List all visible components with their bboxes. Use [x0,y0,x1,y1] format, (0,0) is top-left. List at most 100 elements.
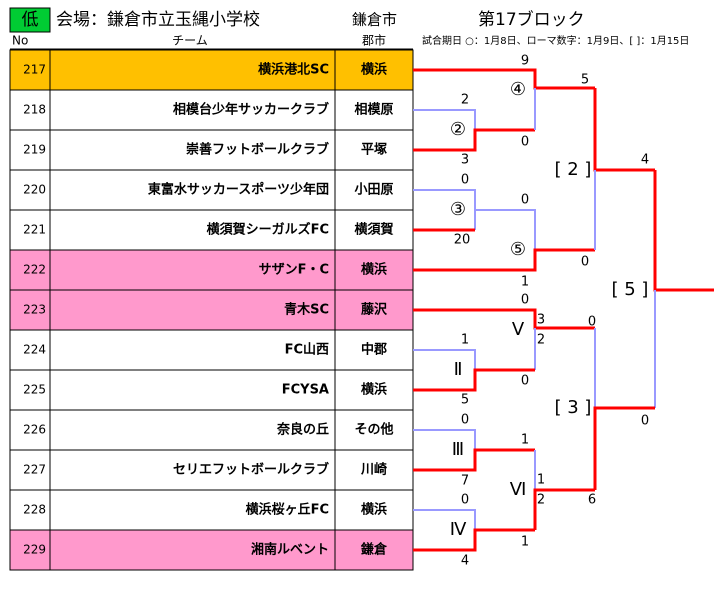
row-no: 228 [23,503,46,517]
score: 0 [461,173,469,188]
line [413,528,535,552]
line [475,209,536,250]
match-label: Ⅲ [452,439,464,460]
line [533,488,595,530]
row-no: 221 [23,223,46,237]
city-name: 小田原 [354,183,393,198]
team-name: 横浜桜ヶ丘FC [246,502,329,518]
team-name: 横須賀シーガルズFC [207,222,329,238]
row-bg [9,329,414,371]
score: 1 [521,433,529,448]
score: 0 [521,374,529,389]
city-name: 中郡 [361,342,387,358]
score: 0 [521,193,529,208]
city-name: 川崎 [360,462,387,478]
row-bg [9,529,414,571]
match-label: ② [450,119,466,140]
score: 1 [521,275,529,290]
team-name: 青木SC [284,302,329,318]
row-bg [9,249,414,291]
row-no: 220 [23,183,46,197]
row-no: 222 [23,263,46,277]
badge: 低 [22,10,39,30]
row-no: 229 [23,543,46,557]
row-bg [9,489,414,531]
line [653,170,714,292]
city: 鎌倉市 [352,11,397,29]
city-name: 横浜 [361,262,387,278]
row-bg [9,369,414,411]
score: 0 [521,293,529,308]
score: 5 [581,73,589,88]
score: 0 [461,413,469,428]
team-name: サザンF・C [259,263,329,278]
line [413,308,595,330]
score: 0 [521,135,529,150]
bracket-lines [413,68,714,552]
row-bg [9,129,414,171]
city-name: 横浜 [361,382,387,398]
row-no: 217 [23,63,46,77]
score: 0 [461,493,469,508]
score: 0 [588,315,596,330]
match-label: ④ [510,79,526,100]
block: 第17ブロック [478,9,585,30]
line [413,349,476,370]
score: 6 [588,493,596,508]
row-bg [9,289,414,331]
pk-score: 1 [537,473,545,488]
line [593,406,655,490]
row-no: 223 [23,303,46,317]
team-name: 横浜港北SC [258,62,329,78]
line [413,68,595,90]
pk-score: 2 [537,333,545,348]
line [413,128,535,152]
row-no: 226 [23,423,46,437]
score: 4 [641,153,649,168]
city-name: 横須賀 [354,222,393,238]
match-label: Ⅵ [510,479,527,500]
city-name: 横浜 [361,62,387,78]
col-team: チーム [172,34,208,48]
col-city: 郡市 [362,33,386,48]
match-label: ③ [450,199,466,220]
team-name: セリエフットボールクラブ [173,462,329,478]
pk-score: 2 [537,493,545,508]
score: 1 [461,333,469,348]
line [413,448,535,472]
rows: 217 横浜港北SC 横浜 218 相模台少年サッカークラブ 相模原 219 崇善フットボール… [9,49,414,571]
team-name: 崇善フットボールクラブ [186,142,329,158]
match-label: Ⅱ [454,359,463,380]
score: 5 [461,393,469,408]
row-bg [9,409,414,451]
line [413,189,476,230]
city-name: 相模原 [354,102,393,118]
row-no: 227 [23,463,46,477]
score: 9 [521,54,529,69]
city-name: 横浜 [361,502,387,518]
score: 4 [461,554,469,569]
row-no: 218 [23,103,46,117]
score: 20 [454,233,471,248]
city-name: その他 [354,422,393,438]
row-bg [9,169,414,211]
team-name: 東富水サッカースポーツ少年団 [148,182,329,198]
line [413,509,476,530]
score: 7 [461,474,469,489]
col-no: No [12,34,28,48]
match-label: Ⅴ [512,319,525,340]
team-name: 奈良の丘 [276,422,329,438]
note: 試合期日 ○：1月8日、ローマ数字：1月9日、[ ]：1月15日 [422,34,689,47]
line [413,248,595,272]
city-name: 藤沢 [361,302,388,318]
row-bg [9,89,414,131]
row-no: 219 [23,143,46,157]
team-name: FC山西 [285,342,329,358]
score: 0 [641,414,649,429]
team-name: FCYSA [282,383,329,398]
team-name: 相模台少年サッカークラブ [173,102,329,118]
row-no: 224 [23,343,46,357]
score: 3 [461,153,469,168]
